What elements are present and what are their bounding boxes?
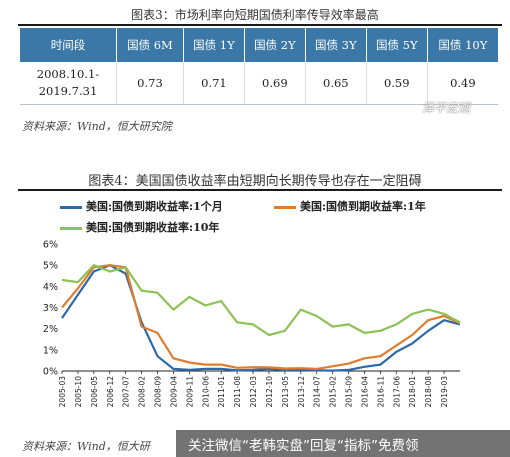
x-tick-label: 2011-01 <box>217 376 226 408</box>
y-tick-label: 1% <box>43 345 58 356</box>
legend-item-10y: 美国:国债到期收益率:10年 <box>60 219 219 235</box>
header-5y: 国债 5Y <box>366 28 428 62</box>
chart-top-rule <box>18 189 502 191</box>
x-tick-label: 2013-12 <box>297 376 306 408</box>
y-tick-label: 6% <box>43 240 58 251</box>
x-tick-label: 2018-01 <box>408 376 417 408</box>
legend-label-10y: 美国:国债到期收益率:10年 <box>86 221 220 234</box>
x-tick-label: 2016-11 <box>376 376 385 408</box>
series-line-10y <box>61 264 461 337</box>
value-1y: 0.71 <box>183 62 245 105</box>
figure4-title: 图表4：美国国债收益率由短期向长期传导也存在一定阻碍 <box>88 174 422 189</box>
value-3y: 0.65 <box>305 62 367 105</box>
table-row: 2008.10.1- 2019.7.31 0.73 0.71 0.69 0.65… <box>20 62 498 105</box>
legend-label-1m: 美国:国债到期收益率:1个月 <box>86 200 223 213</box>
figure3-source: 资料来源：Wind，恒大研究院 <box>22 120 172 133</box>
y-tick-label: 4% <box>43 282 58 293</box>
legend-item-1y: 美国:国债到期收益率:1年 <box>274 198 426 214</box>
legend-label-1y: 美国:国债到期收益率:1年 <box>300 200 426 213</box>
period-end: 2019.7.31 <box>38 84 98 98</box>
x-tick-label: 2006-05 <box>90 376 99 408</box>
x-tick-label: 2010-06 <box>201 376 210 408</box>
wechat-banner-text: 关注微信“老韩实盘”回复“指标”免费领 <box>188 438 419 454</box>
value-6m: 0.73 <box>116 62 184 105</box>
value-10y: 0.49 <box>427 62 498 105</box>
header-1y: 国债 1Y <box>183 28 245 62</box>
x-tick-label: 2009-04 <box>169 376 178 408</box>
series-line-1m <box>61 264 461 372</box>
x-tick-label: 2015-02 <box>329 376 338 408</box>
series-line-1y <box>61 264 461 370</box>
x-tick-label: 2012-03 <box>249 376 258 408</box>
legend-swatch-1y <box>274 205 296 209</box>
header-period: 时间段 <box>20 28 117 62</box>
transmission-efficiency-table: 时间段 国债 6M 国债 1Y 国债 2Y 国债 3Y 国债 5Y 国债 10Y… <box>20 28 498 105</box>
y-tick-label: 5% <box>43 261 58 272</box>
x-tick-label: 2018-08 <box>424 376 433 408</box>
y-tick-label: 3% <box>43 303 58 314</box>
x-tick-label: 2012-10 <box>265 376 274 408</box>
value-5y: 0.59 <box>366 62 428 105</box>
value-2y: 0.69 <box>244 62 306 105</box>
x-tick-label: 2014-07 <box>313 376 322 408</box>
x-tick-label: 2011-08 <box>233 376 242 408</box>
header-3y: 国债 3Y <box>305 28 367 62</box>
legend-item-1m: 美国:国债到期收益率:1个月 <box>60 198 223 214</box>
x-tick-label: 2009-11 <box>185 376 194 408</box>
table-top-rule <box>18 24 502 26</box>
x-tick-label: 2017-06 <box>392 376 401 408</box>
x-tick-label: 2019-03 <box>440 376 449 408</box>
legend-swatch-10y <box>60 226 82 230</box>
x-tick-label: 2005-03 <box>58 376 67 408</box>
period-start: 2008.10.1- <box>36 67 100 81</box>
figure4-source: 资料来源：Wind，恒大研 <box>22 440 150 453</box>
x-tick-label: 2015-09 <box>345 376 354 408</box>
header-6m: 国债 6M <box>116 28 184 62</box>
header-2y: 国债 2Y <box>244 28 306 62</box>
y-tick-label: 2% <box>43 324 58 335</box>
figure3-title: 图表3：市场利率向短期国债利率传导效率最高 <box>131 8 379 22</box>
x-tick-label: 2005-10 <box>74 376 83 408</box>
x-tick-label: 2008-09 <box>154 376 163 408</box>
wechat-banner <box>176 430 510 457</box>
legend-swatch-1m <box>60 205 82 209</box>
x-tick-label: 2007-07 <box>122 376 131 408</box>
period-cell: 2008.10.1- 2019.7.31 <box>20 62 117 105</box>
x-tick-label: 2013-05 <box>281 376 290 408</box>
y-tick-label: 0% <box>43 367 58 378</box>
x-tick-label: 2008-02 <box>138 376 147 408</box>
header-10y: 国债 10Y <box>427 28 498 62</box>
table-header-row: 时间段 国债 6M 国债 1Y 国债 2Y 国债 3Y 国债 5Y 国债 10Y <box>20 28 498 62</box>
x-tick-label: 2016-04 <box>360 376 369 408</box>
watermark-text: 泽平宏观 <box>422 101 471 115</box>
x-tick-label: 2006-12 <box>106 376 115 408</box>
